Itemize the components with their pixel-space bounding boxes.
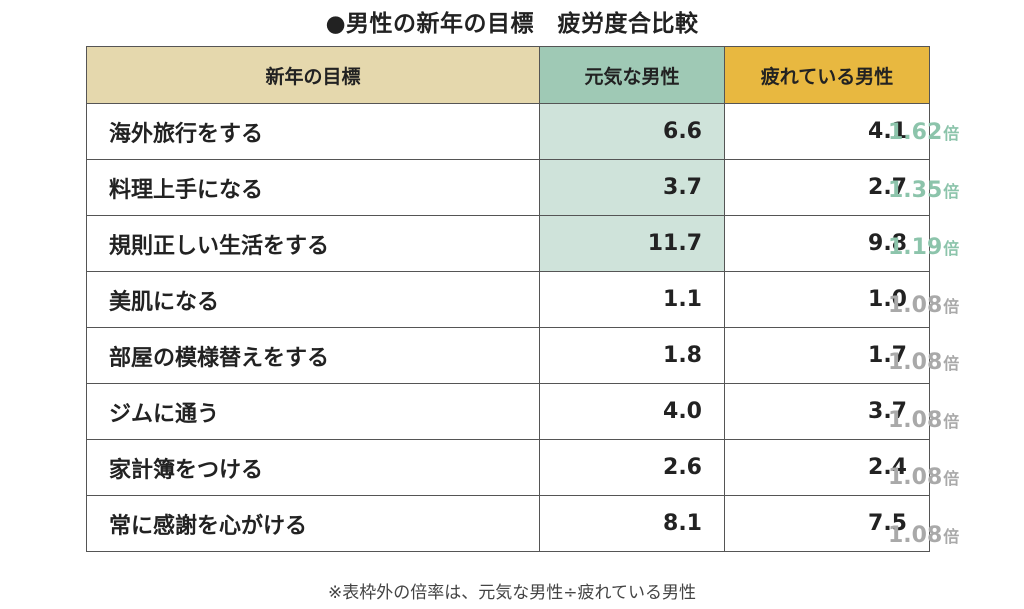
table-row: 料理上手になる 3.7 2.7 (86, 159, 930, 216)
genki-value-cell: 1.1 (539, 271, 725, 328)
table-header-row: 新年の目標 元気な男性 疲れている男性 (86, 46, 930, 104)
chart-title: ●男性の新年の目標 疲労度合比較 (325, 11, 699, 37)
ratio-label: 1.62倍 (888, 104, 959, 162)
goal-cell: 美肌になる (86, 271, 540, 328)
ratio-label: 1.08倍 (888, 392, 959, 450)
ratio-unit: 倍 (943, 124, 960, 143)
goal-cell: 部屋の模様替えをする (86, 327, 540, 384)
footnote: ※表枠外の倍率は、元気な男性÷疲れている男性 (328, 583, 696, 603)
ratio-label: 1.35倍 (888, 162, 959, 220)
ratio-label: 1.08倍 (888, 277, 959, 335)
ratio-column: 1.62倍 1.35倍 1.19倍 1.08倍 1.08倍 1.08倍 1.08倍 1.08倍 (888, 104, 959, 564)
tired-value-cell: 7.5 (724, 495, 930, 552)
goal-cell: 規則正しい生活をする (86, 215, 540, 272)
ratio-label: 1.08倍 (888, 449, 959, 507)
ratio-value: 1.08 (888, 407, 943, 433)
ratio-value: 1.08 (888, 465, 943, 490)
ratio-unit: 倍 (943, 354, 960, 373)
genki-value-cell: 8.1 (539, 495, 725, 552)
goal-cell: 海外旅行をする (86, 103, 540, 160)
comparison-table: 新年の目標 元気な男性 疲れている男性 海外旅行をする 6.6 4.1 料理上手になる… (86, 46, 930, 552)
genki-value-cell: 2.6 (539, 439, 725, 496)
ratio-unit: 倍 (943, 526, 960, 546)
tired-value-cell: 9.8 (724, 215, 930, 272)
table-body: 海外旅行をする 6.6 4.1 料理上手になる 3.7 2.7 規則正しい生活をする 11.7… (86, 103, 930, 552)
ratio-value: 1.19 (888, 235, 943, 260)
genki-value-cell: 1.8 (539, 327, 725, 384)
genki-value-cell: 4.0 (539, 383, 725, 440)
ratio-label: 1.08倍 (888, 507, 959, 565)
table-row: 海外旅行をする 6.6 4.1 (86, 103, 930, 160)
header-tired: 疲れている男性 (724, 46, 930, 104)
table-row: 常に感謝を心がける 8.1 7.5 (86, 495, 930, 552)
table-row: 美肌になる 1.1 1.0 (86, 271, 930, 328)
ratio-unit: 倍 (943, 181, 960, 201)
ratio-value: 1.35 (888, 177, 943, 203)
ratio-label: 1.08倍 (888, 334, 959, 392)
ratio-unit: 倍 (943, 469, 960, 488)
ratio-value: 1.08 (888, 292, 943, 318)
ratio-value: 1.08 (888, 350, 943, 375)
table-row: ジムに通う 4.0 3.7 (86, 383, 930, 440)
genki-value-cell: 3.7 (539, 159, 725, 216)
goal-cell: 家計簿をつける (86, 439, 540, 496)
genki-value-cell: 6.6 (539, 103, 725, 160)
ratio-unit: 倍 (943, 296, 960, 316)
ratio-label: 1.19倍 (888, 219, 959, 277)
header-goal: 新年の目標 (86, 46, 540, 104)
tired-value-cell: 4.1 (724, 103, 930, 160)
ratio-unit: 倍 (943, 239, 960, 258)
tired-value-cell: 3.7 (724, 383, 930, 440)
goal-cell: 常に感謝を心がける (86, 495, 540, 552)
table-row: 家計簿をつける 2.6 2.4 (86, 439, 930, 496)
table-row: 部屋の模様替えをする 1.8 1.7 (86, 327, 930, 384)
tired-value-cell: 2.7 (724, 159, 930, 216)
ratio-value: 1.62 (888, 120, 943, 145)
goal-cell: 料理上手になる (86, 159, 540, 216)
ratio-value: 1.08 (888, 522, 943, 548)
genki-value-cell: 11.7 (539, 215, 725, 272)
ratio-unit: 倍 (943, 411, 960, 431)
table-row: 規則正しい生活をする 11.7 9.8 (86, 215, 930, 272)
header-genki: 元気な男性 (539, 46, 725, 104)
goal-cell: ジムに通う (86, 383, 540, 440)
